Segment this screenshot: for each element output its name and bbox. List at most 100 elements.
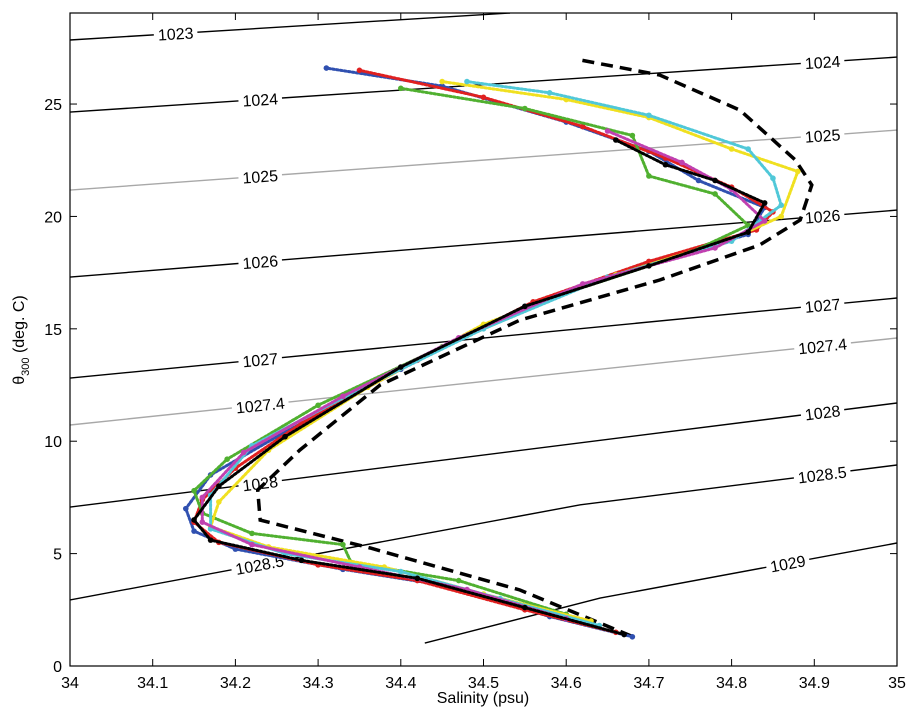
profile-point [728, 146, 735, 152]
isopycnal-label: 1029 [764, 550, 811, 576]
isopycnal-label-bg [793, 333, 852, 358]
isopycnal-label-text: 1025 [242, 168, 279, 188]
x-tick-label: 34.4 [385, 675, 416, 692]
profile-point [455, 577, 462, 584]
profile-point [646, 173, 652, 179]
isopycnal-label: 1028 [799, 400, 846, 425]
profile-line [209, 80, 783, 627]
profile-point [439, 78, 445, 85]
profile-point [356, 67, 363, 74]
x-axis-label: Salinity (psu) [437, 690, 529, 707]
isopycnal-label-bg [792, 461, 852, 487]
isopycnal-label-bg [800, 51, 845, 73]
isopycnal [70, 337, 897, 426]
isopycnal-label-text: 1024 [242, 91, 279, 110]
profile-point [224, 456, 230, 462]
isopycnal-label: 1026 [237, 250, 283, 273]
profile-point [629, 633, 636, 640]
profile-point [199, 519, 206, 525]
isopycnal-label-text: 1025 [804, 127, 841, 147]
x-tick-label: 34.9 [799, 675, 830, 692]
profile-point [315, 402, 321, 409]
isopycnal [70, 129, 897, 191]
isopycnal-label-text: 1023 [157, 25, 194, 44]
isopycnal-label-bg [230, 393, 290, 417]
profile-point [621, 631, 627, 638]
isopycnal-label: 1028.5 [792, 461, 852, 487]
y-tick-label: 25 [44, 97, 62, 114]
x-tick-label: 34.6 [551, 675, 582, 692]
isopycnal-label-text: 1028 [804, 403, 842, 424]
x-tick-label: 35 [888, 675, 906, 692]
y-label-symbol: θ [11, 376, 28, 385]
y-tick-label: 20 [44, 209, 62, 226]
profile-point [761, 200, 768, 206]
profile-point [207, 537, 214, 543]
x-tick-label: 34.5 [468, 675, 499, 692]
profile-point [199, 494, 206, 501]
profile-point [646, 112, 652, 119]
profile-point [613, 137, 619, 143]
profile-point [712, 191, 718, 197]
x-tick-label: 34.1 [137, 675, 168, 692]
profile-point [695, 177, 702, 184]
profile-point [414, 575, 421, 582]
profile-point [323, 65, 330, 71]
envelope-line [255, 58, 814, 638]
profile-point [579, 123, 586, 130]
profile-point [522, 604, 528, 611]
x-tick-label: 34.7 [633, 675, 664, 692]
isopycnal-label-text: 1027.4 [798, 336, 849, 358]
isopycnal-label: 1027 [237, 348, 283, 371]
profile-point [298, 557, 305, 564]
profile-point [794, 168, 801, 175]
profile-point [579, 281, 586, 287]
y-axis-label: θ300 (deg. C) [11, 295, 32, 385]
isopycnal-label-text: 1029 [769, 553, 807, 576]
isopycnal-label-bg [237, 89, 283, 110]
profile-point [629, 132, 636, 139]
profile-point [282, 433, 288, 440]
isopycnal-label-text: 1027.4 [235, 395, 286, 417]
profile-point [646, 263, 652, 269]
isopycnal-label: 1024 [800, 51, 845, 73]
profile-point [340, 541, 346, 548]
y-label-unit: (deg. C) [11, 295, 28, 357]
plot-area: 1023 1024 1024 1025 1025 1026 1026 1027 1027 1027… [70, 13, 897, 644]
isopycnal-label: 1025 [237, 165, 283, 188]
x-tick-label: 34 [61, 675, 79, 692]
y-tick-label: 0 [53, 659, 62, 676]
profile-point [778, 213, 785, 220]
profile-point [745, 146, 751, 152]
isopycnal-label-bg [237, 165, 283, 187]
isopycnal-label-bg [237, 250, 283, 273]
profile-point [240, 449, 247, 456]
isopycnal-label-bg [800, 124, 845, 147]
profile-point [546, 89, 553, 96]
isopycnal-label-bg [800, 294, 846, 317]
isopycnal-label-text: 1024 [804, 54, 841, 73]
profile-point [522, 303, 528, 310]
profile-point [398, 568, 404, 575]
isopycnal-label-bg [153, 23, 198, 44]
isopycnal-label-bg [800, 205, 846, 227]
isopycnal [70, 13, 511, 41]
isopycnal-label-text: 1028 [242, 474, 280, 495]
profile-line [200, 129, 768, 621]
profile-line [192, 138, 767, 636]
isopycnal-label-text: 1027 [804, 297, 841, 317]
isopycnal-label: 1023 [153, 23, 198, 45]
isopycnal-label-bg [799, 400, 846, 425]
profile-point [604, 128, 611, 134]
profile-point [398, 85, 404, 92]
isopycnal-label-text: 1027 [242, 351, 279, 371]
profile-point [778, 202, 785, 208]
profile-point [679, 159, 685, 166]
y-tick-label: 10 [44, 434, 62, 451]
profile-point [216, 499, 222, 505]
y-tick-label: 15 [44, 322, 62, 339]
profile-point [249, 530, 255, 537]
isopycnal-label: 1027.4 [793, 333, 852, 358]
profile-point [522, 105, 528, 112]
